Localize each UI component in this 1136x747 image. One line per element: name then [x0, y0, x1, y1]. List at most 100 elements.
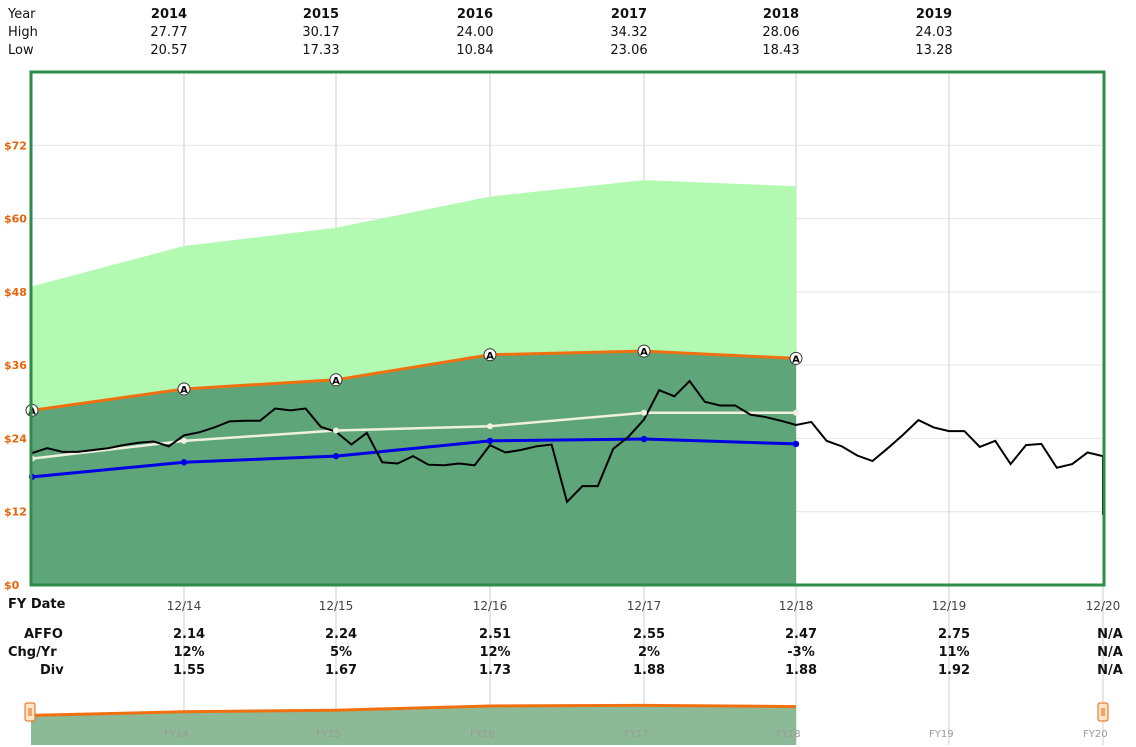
chg-cell: 12%: [173, 645, 205, 660]
x-tick-label: 12/20: [1086, 599, 1121, 613]
low-cell: 20.57: [150, 43, 188, 58]
affo-marker: [177, 382, 191, 396]
affo-marker: [789, 351, 803, 365]
affo-marker-label: A: [486, 351, 494, 362]
high-cell: 24.00: [456, 25, 494, 40]
dividend-point: [487, 423, 493, 430]
navigator-label: FY15: [316, 729, 341, 740]
affo-cell: 2.75: [937, 627, 971, 642]
div-cell: 1.55: [172, 663, 206, 678]
high-cell: 30.17: [302, 25, 340, 40]
chg-cell: 5%: [329, 645, 353, 660]
fy-date-label: FY Date: [8, 597, 66, 612]
year-cell: 2015: [302, 7, 340, 22]
y-axis-ticks: $0 $12 $24 $36 $48 $60 $72: [4, 139, 27, 592]
div-label: Div: [40, 663, 64, 678]
normal-pe-point: [640, 435, 648, 443]
dividend-point: [333, 427, 339, 434]
series-lines: [31, 349, 1104, 515]
affo-marker-label: A: [332, 376, 340, 387]
normal-pe-point: [486, 437, 494, 445]
y-tick-label: $0: [4, 579, 20, 592]
x-axis-ticks: 12/14 12/15 12/16 12/17 12/18 12/19 12/20: [167, 599, 1121, 613]
navigator-handle[interactable]: [1097, 702, 1109, 722]
high-cell: 34.32: [610, 25, 648, 40]
navigator-label: FY16: [470, 729, 495, 740]
chg-cell: N/A: [1097, 645, 1123, 660]
plot-frame: [29, 70, 1106, 587]
affo-cell: 2.47: [784, 627, 818, 642]
affo-line: [31, 349, 797, 412]
div-cell: 1.73: [478, 663, 512, 678]
year-cell: 2017: [610, 7, 648, 22]
affo-cell: 2.51: [478, 627, 512, 642]
x-tick-label: 12/17: [627, 599, 662, 613]
normal-pe-line: [31, 437, 797, 479]
affo-marker: [329, 373, 343, 387]
affo-marker: [483, 348, 497, 362]
low-cell: 17.33: [302, 43, 340, 58]
affo-marker-label: A: [180, 385, 188, 396]
navigator-label: FY20: [1083, 729, 1108, 740]
low-cell: 18.43: [762, 43, 800, 58]
range-navigator: FY14 FY15 FY16 FY17 FY18 FY19 FY20: [24, 702, 1109, 745]
div-cell: 1.88: [784, 663, 818, 678]
navigator-label: FY18: [776, 729, 801, 740]
low-label: Low: [8, 43, 34, 58]
y-tick-label: $48: [4, 286, 27, 299]
affo-cell: 2.14: [172, 627, 206, 642]
dividend-point: [181, 437, 187, 444]
dividend-point: [793, 409, 799, 416]
normal-pe-point: [792, 440, 800, 448]
y-tick-label: $24: [4, 432, 27, 445]
navigator-handle[interactable]: [24, 702, 36, 722]
affo-cell: 2.24: [324, 627, 358, 642]
normal-pe-point: [180, 459, 188, 466]
year-label: Year: [8, 7, 36, 22]
x-tick-label: 12/14: [167, 599, 202, 613]
year-cell: 2019: [915, 7, 953, 22]
affo-label: AFFO: [24, 627, 63, 642]
affo-cell: 2.55: [632, 627, 666, 642]
high-label: High: [8, 25, 38, 40]
chg-yr-label: Chg/Yr: [8, 645, 57, 660]
div-cell: 1.67: [324, 663, 358, 678]
chg-cell: -3%: [787, 645, 815, 660]
div-cell: 1.92: [937, 663, 971, 678]
chg-cell: 11%: [938, 645, 970, 660]
year-cell: 2016: [456, 7, 494, 22]
high-cell: 28.06: [762, 25, 800, 40]
y-tick-label: $36: [4, 359, 27, 372]
high-cell: 27.77: [150, 25, 188, 40]
affo-marker-label: A: [792, 354, 800, 365]
chg-cell: 2%: [637, 645, 661, 660]
x-tick-label: 12/15: [319, 599, 354, 613]
navigator-label: FY17: [624, 729, 649, 740]
normal-pe-point: [332, 452, 340, 460]
navigator-line: [31, 703, 797, 717]
div-cell: N/A: [1097, 663, 1123, 678]
affo-marker: [637, 344, 651, 358]
dividend-point: [641, 409, 647, 416]
year-cell: 2018: [762, 7, 800, 22]
x-tick-label: 12/16: [473, 599, 508, 613]
price-line: [31, 379, 1104, 515]
valuation-bands: [32, 180, 796, 585]
chg-cell: 12%: [479, 645, 511, 660]
low-cell: 13.28: [915, 43, 953, 58]
low-cell: 23.06: [610, 43, 648, 58]
y-tick-label: $72: [4, 139, 27, 152]
affo-marker-label: A: [640, 347, 648, 358]
lower-band-area: [32, 351, 796, 585]
y-tick-label: $12: [4, 506, 27, 519]
x-tick-label: 12/19: [932, 599, 967, 613]
upper-band-area: [32, 180, 796, 411]
year-cell: 2014: [150, 7, 188, 22]
low-cell: 10.84: [456, 43, 494, 58]
navigator-area: [31, 705, 796, 745]
high-cell: 24.03: [915, 25, 953, 40]
navigator-label: FY14: [164, 729, 189, 740]
x-tick-label: 12/18: [779, 599, 814, 613]
navigator-label: FY19: [929, 729, 954, 740]
